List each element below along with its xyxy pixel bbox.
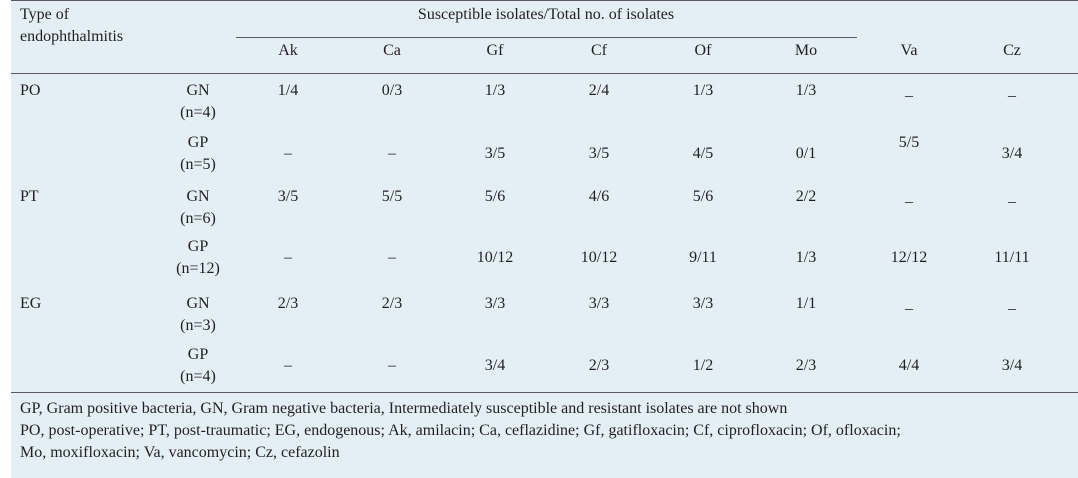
table-cell: 3/4 — [1001, 357, 1023, 374]
row-type-label: PO — [20, 82, 41, 99]
table-cell: 4/5 — [692, 145, 714, 162]
table-cell: 0/3 — [381, 82, 403, 99]
table-cell: 4/6 — [588, 188, 610, 205]
table-cell: 5/5 — [898, 134, 920, 151]
table-cell: – — [388, 357, 396, 374]
table-cell: _ — [905, 188, 913, 205]
table-cell: – — [284, 357, 292, 374]
table-cell: – — [284, 145, 292, 162]
table-cell: 1/4 — [277, 82, 299, 99]
gram-label: GN — [186, 295, 210, 312]
column-header-va: Va — [900, 42, 918, 59]
gram-label: GN — [186, 82, 210, 99]
table-cell: 2/4 — [588, 82, 610, 99]
table-cell: _ — [1008, 82, 1016, 99]
table-cell: 2/2 — [795, 188, 817, 205]
table-cell: 2/3 — [277, 295, 299, 312]
table-cell: 2/3 — [381, 295, 403, 312]
table-cell: – — [284, 249, 292, 266]
isolate-count: (n=6) — [180, 210, 216, 227]
table-panel: Type of endophthalmitis Susceptible isol… — [11, 0, 1078, 478]
table-cell: – — [388, 249, 396, 266]
table-cell: – — [388, 145, 396, 162]
group-rule — [236, 37, 857, 38]
table-cell: 3/4 — [484, 357, 506, 374]
table-cell: 3/5 — [277, 188, 299, 205]
header-rule — [11, 73, 1078, 74]
isolate-count: (n=4) — [180, 368, 216, 385]
table-cell: _ — [905, 82, 913, 99]
isolate-count: (n=3) — [180, 317, 216, 334]
table-cell: 2/3 — [588, 357, 610, 374]
table-cell: 3/3 — [588, 295, 610, 312]
footnote-line: Mo, moxifloxacin; Va, vancomycin; Cz, ce… — [20, 444, 340, 461]
table-cell: 11/11 — [994, 249, 1030, 266]
column-header-mo: Mo — [794, 42, 818, 59]
table-cell: 4/4 — [898, 357, 920, 374]
footnote-line: GP, Gram positive bacteria, GN, Gram neg… — [20, 400, 788, 417]
isolate-count: (n=4) — [180, 104, 216, 121]
row-type-label: EG — [20, 295, 42, 312]
top-rule — [11, 0, 1078, 1]
table-cell: 3/4 — [1001, 145, 1023, 162]
table-cell: 1/1 — [795, 295, 817, 312]
table-cell: 3/3 — [692, 295, 714, 312]
gram-label: GP — [187, 238, 209, 255]
group-title: Susceptible isolates/Total no. of isolat… — [417, 6, 675, 23]
table-cell: 1/3 — [484, 82, 506, 99]
isolate-count: (n=5) — [180, 156, 216, 173]
table-cell: 1/2 — [692, 357, 714, 374]
column-header-cz: Cz — [1003, 42, 1021, 59]
type-header-line1: Type of — [20, 6, 70, 23]
table-cell: 3/3 — [484, 295, 506, 312]
table-cell: 5/6 — [692, 188, 714, 205]
table-cell: 2/3 — [795, 357, 817, 374]
table-cell: _ — [1008, 188, 1016, 205]
type-header-line2: endophthalmitis — [20, 28, 124, 45]
susceptibility-table: Type of endophthalmitis Susceptible isol… — [11, 0, 1078, 393]
table-cell: 5/5 — [381, 188, 403, 205]
gram-label: GP — [187, 134, 209, 151]
column-header-ak: Ak — [278, 42, 298, 59]
isolate-count: (n=12) — [176, 260, 220, 277]
column-header-cf: Cf — [591, 42, 607, 59]
table-cell: _ — [1008, 295, 1016, 312]
table-cell: 1/3 — [795, 249, 817, 266]
footnotes: GP, Gram positive bacteria, GN, Gram neg… — [20, 398, 1070, 464]
table-cell: 5/6 — [484, 188, 506, 205]
table-cell: 9/11 — [689, 249, 717, 266]
column-header-of: Of — [694, 42, 712, 59]
gram-label: GN — [186, 188, 210, 205]
table-cell: 3/5 — [588, 145, 610, 162]
column-header-ca: Ca — [383, 42, 401, 59]
table-cell: 3/5 — [484, 145, 506, 162]
gram-label: GP — [187, 346, 209, 363]
bottom-rule — [11, 392, 1078, 393]
footnote-line: PO, post-operative; PT, post-traumatic; … — [20, 422, 901, 439]
column-header-gf: Gf — [486, 42, 504, 59]
row-type-label: PT — [20, 188, 39, 205]
table-cell: 10/12 — [580, 249, 618, 266]
table-cell: 1/3 — [795, 82, 817, 99]
table-cell: 10/12 — [476, 249, 514, 266]
table-cell: _ — [905, 295, 913, 312]
table-cell: 0/1 — [795, 145, 817, 162]
table-cell: 1/3 — [692, 82, 714, 99]
table-cell: 12/12 — [890, 249, 928, 266]
